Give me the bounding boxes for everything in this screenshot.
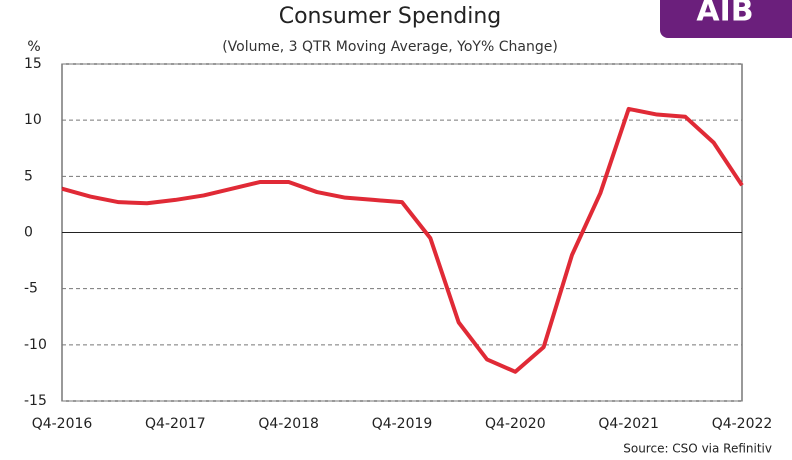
y-tick-label: -5 — [24, 281, 38, 297]
chart-title: Consumer Spending — [279, 4, 502, 29]
x-tick-label: Q4-2019 — [372, 416, 433, 432]
y-tick-label: 10 — [24, 112, 42, 128]
y-tick-label: -15 — [24, 393, 47, 409]
y-tick-label: 0 — [24, 225, 33, 241]
chart-subtitle: (Volume, 3 QTR Moving Average, YoY% Chan… — [222, 39, 558, 55]
source: Source: CSO via Refinitiv — [623, 442, 772, 456]
y-tick-label: -10 — [24, 337, 47, 353]
x-tick-label: Q4-2022 — [712, 416, 773, 432]
y-tick-label: 5 — [24, 168, 33, 184]
logo: AIB — [696, 0, 753, 29]
x-tick-label: Q4-2017 — [145, 416, 206, 432]
x-tick-label: Q4-2016 — [32, 416, 93, 432]
y-tick-label: 15 — [24, 56, 42, 72]
x-tick-label: Q4-2021 — [598, 416, 659, 432]
y-axis-label: % — [27, 39, 40, 55]
line — [61, 106, 744, 374]
x-tick-label: Q4-2020 — [485, 416, 546, 432]
logo-box — [660, 0, 792, 38]
x-tick-label: Q4-2018 — [258, 416, 319, 432]
